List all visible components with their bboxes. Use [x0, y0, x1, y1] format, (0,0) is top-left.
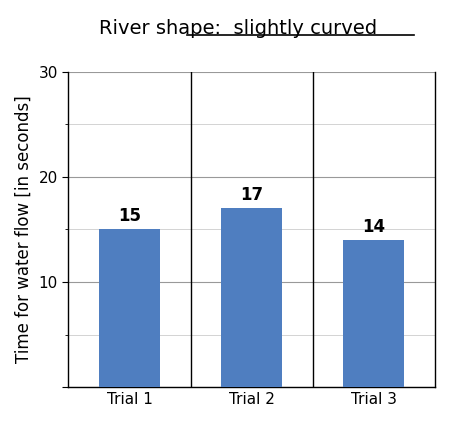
Text: 14: 14 [362, 218, 386, 236]
Text: 15: 15 [118, 207, 141, 225]
Text: 17: 17 [240, 186, 263, 204]
Bar [221, 208, 282, 387]
Bar [99, 230, 160, 387]
Bar [343, 240, 405, 387]
Y-axis label: Time for water flow [in seconds]: Time for water flow [in seconds] [15, 95, 33, 363]
Text: River shape:  slightly curved: River shape: slightly curved [99, 19, 378, 38]
